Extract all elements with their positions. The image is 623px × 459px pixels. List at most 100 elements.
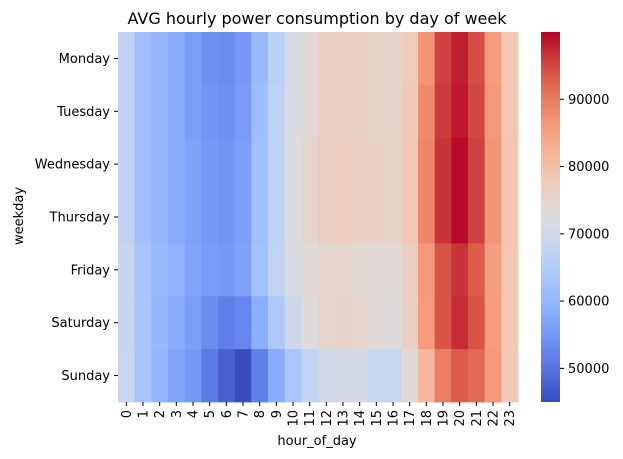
- x-axis: 0 1 2 3 4 5 6 7 8 9 10 11 12 13 14 15 16 17 18 19 20 21 22 23: [120, 402, 518, 427]
- heatmap-cell: [334, 32, 352, 86]
- x-tick-label: 14: [353, 410, 368, 427]
- heatmap-cell: [184, 296, 202, 350]
- heatmap-cell: [168, 32, 186, 86]
- heatmap-cell: [201, 190, 219, 244]
- heatmap-cell: [184, 32, 202, 86]
- heatmap-cell: [501, 84, 519, 139]
- heatmap-cell: [434, 137, 452, 191]
- heatmap-cell: [218, 84, 236, 139]
- heatmap-cell: [234, 84, 252, 139]
- heatmap-cell: [201, 32, 219, 86]
- heatmap-cell: [251, 349, 269, 403]
- heatmap-cell: [284, 296, 302, 350]
- heatmap-cell: [301, 243, 319, 297]
- colorbar-tick-label: 70000: [568, 227, 609, 242]
- heatmap-cell: [418, 243, 436, 297]
- y-tick-label: Friday: [71, 263, 111, 278]
- heatmap-cell: [451, 84, 469, 139]
- heatmap-cell: [268, 349, 286, 403]
- x-tick-label: 16: [387, 410, 402, 427]
- heatmap-cell: [384, 32, 402, 86]
- heatmap-cell: [501, 349, 519, 403]
- heatmap-cell: [134, 296, 152, 350]
- heatmap-cell: [218, 190, 236, 244]
- heatmap-cell: [234, 243, 252, 297]
- heatmap-cell: [334, 137, 352, 191]
- heatmap-cell: [201, 84, 219, 139]
- heatmap-cell: [184, 190, 202, 244]
- heatmap-cell: [434, 296, 452, 350]
- heatmap-cell: [451, 137, 469, 191]
- heatmap-cell: [118, 349, 136, 403]
- x-tick-label: 4: [187, 410, 202, 418]
- heatmap-cell: [268, 243, 286, 297]
- y-tick-label: Thursday: [49, 211, 111, 226]
- heatmap-cell: [418, 84, 436, 139]
- heatmap-cell: [434, 32, 452, 86]
- heatmap-cell: [184, 349, 202, 403]
- heatmap-cell: [401, 243, 419, 297]
- heatmap-cell: [168, 84, 186, 139]
- heatmap-cell: [501, 243, 519, 297]
- x-tick-label: 12: [320, 410, 335, 427]
- heatmap-cell: [318, 349, 336, 403]
- heatmap-cell: [284, 190, 302, 244]
- heatmap-cell: [301, 190, 319, 244]
- heatmap-cell: [418, 296, 436, 350]
- heatmap-cell: [451, 243, 469, 297]
- heatmap-cell: [168, 190, 186, 244]
- heatmap-cell: [284, 349, 302, 403]
- x-tick-label: 6: [220, 410, 235, 418]
- heatmap-cell: [318, 296, 336, 350]
- x-tick-label: 15: [370, 410, 385, 427]
- heatmap-cell: [484, 190, 502, 244]
- x-tick-label: 17: [403, 410, 418, 427]
- heatmap-cell: [334, 84, 352, 139]
- x-tick-label: 11: [303, 410, 318, 427]
- heatmap-cell: [301, 84, 319, 139]
- heatmap-cell: [484, 243, 502, 297]
- heatmap-cell: [484, 137, 502, 191]
- heatmap-cell: [401, 32, 419, 86]
- heatmap-cell: [118, 243, 136, 297]
- heatmap-cell: [351, 296, 369, 350]
- heatmap-cell: [401, 137, 419, 191]
- heatmap-cell: [368, 190, 386, 244]
- heatmap-cell: [151, 243, 169, 297]
- heatmap-cell: [284, 243, 302, 297]
- heatmap-cell: [418, 349, 436, 403]
- colorbar-tick-label: 60000: [568, 295, 609, 310]
- heatmap-cell: [468, 296, 486, 350]
- heatmap-cell: [184, 84, 202, 139]
- heatmap-cell: [351, 137, 369, 191]
- heatmap-cell: [351, 349, 369, 403]
- heatmap-cell: [351, 243, 369, 297]
- heatmap-cell: [251, 243, 269, 297]
- heatmap-cell: [418, 190, 436, 244]
- colorbar-ticks: 50000 60000 70000 80000 90000: [560, 93, 609, 377]
- heatmap-cell: [184, 243, 202, 297]
- y-axis-label: weekday: [12, 187, 27, 245]
- heatmap-cell: [251, 84, 269, 139]
- heatmap-cell: [318, 137, 336, 191]
- colorbar-tick-label: 90000: [568, 93, 609, 108]
- x-tick-label: 9: [270, 410, 285, 418]
- heatmap-cell: [284, 84, 302, 139]
- heatmap-cell: [151, 349, 169, 403]
- heatmap-cell: [351, 190, 369, 244]
- heatmap-cell: [168, 243, 186, 297]
- heatmap-cell: [168, 349, 186, 403]
- heatmap-cell: [468, 32, 486, 86]
- heatmap-cell: [251, 296, 269, 350]
- chart-title: AVG hourly power consumption by day of w…: [128, 9, 508, 28]
- heatmap-cell: [351, 32, 369, 86]
- heatmap-cell: [201, 137, 219, 191]
- y-tick-label: Monday: [59, 52, 111, 67]
- heatmap-cell: [118, 84, 136, 139]
- heatmap-cell: [334, 243, 352, 297]
- heatmap-cell: [234, 296, 252, 350]
- heatmap-cell: [201, 296, 219, 350]
- heatmap-cell: [134, 84, 152, 139]
- heatmap-cell: [434, 349, 452, 403]
